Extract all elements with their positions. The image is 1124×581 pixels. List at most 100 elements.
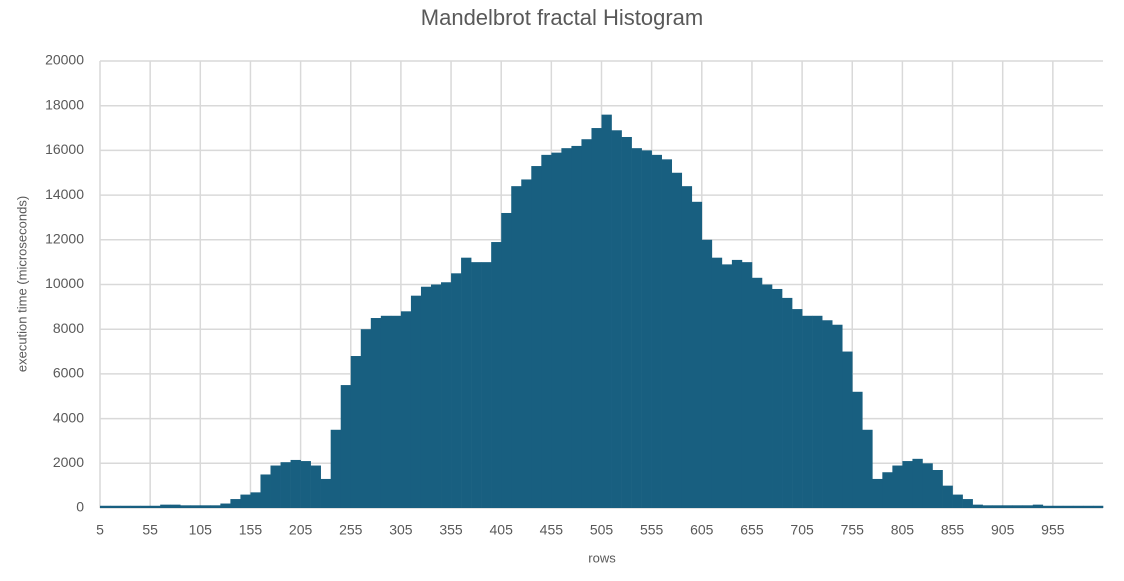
bar [250, 492, 261, 508]
bar [441, 282, 452, 508]
x-tick-label: 455 [540, 522, 564, 538]
bar [952, 494, 963, 508]
bar [601, 114, 612, 508]
bar [772, 288, 783, 508]
bar [551, 152, 562, 508]
bar [962, 499, 973, 508]
bar [521, 179, 532, 508]
bar [541, 154, 552, 508]
bar [731, 259, 743, 508]
x-tick-label: 5 [96, 522, 104, 538]
y-tick-label: 12000 [45, 231, 84, 247]
bar [822, 320, 833, 508]
bar [501, 212, 512, 509]
x-tick-label: 705 [790, 522, 814, 538]
y-axis-title: execution time (microseconds) [14, 196, 29, 372]
bar [290, 459, 301, 508]
bar [491, 242, 502, 508]
bar [170, 504, 181, 508]
bar [611, 130, 622, 508]
bar [832, 324, 843, 508]
x-tick-label: 155 [239, 522, 263, 538]
bar [751, 277, 763, 508]
bar [330, 429, 342, 508]
bar [912, 458, 923, 508]
bar [150, 505, 161, 508]
y-tick-label: 18000 [45, 96, 84, 112]
bar [110, 505, 121, 508]
bar [1062, 505, 1074, 508]
bar [190, 505, 201, 508]
bar [200, 505, 211, 508]
y-tick-label: 0 [76, 499, 84, 515]
bar [671, 172, 683, 508]
bar [410, 295, 422, 508]
bar [681, 186, 693, 508]
x-tick-label: 555 [640, 522, 664, 538]
x-tick-label: 755 [841, 522, 865, 538]
bar [691, 201, 703, 508]
y-tick-label: 4000 [53, 409, 84, 425]
bar [461, 257, 472, 508]
x-tick-label: 855 [941, 522, 965, 538]
x-tick-label: 605 [690, 522, 714, 538]
bar [1042, 505, 1054, 508]
bar [240, 494, 251, 508]
y-tick-label: 6000 [53, 365, 84, 381]
bar [160, 504, 171, 508]
bar [420, 286, 432, 508]
bar [761, 284, 773, 508]
bar [571, 145, 582, 508]
bar [782, 297, 793, 508]
bar [531, 166, 542, 509]
x-tick-label: 655 [740, 522, 764, 538]
x-axis-title: rows [588, 550, 616, 565]
bar [1092, 505, 1104, 508]
x-tick-label: 505 [590, 522, 614, 538]
bar [260, 474, 271, 508]
bar [812, 315, 823, 508]
bar [922, 463, 933, 508]
bar [721, 264, 733, 508]
bar [230, 499, 241, 508]
bar [802, 315, 813, 508]
chart-title: Mandelbrot fractal Histogram [421, 5, 703, 30]
bar [370, 318, 382, 508]
x-tick-label: 355 [439, 522, 463, 538]
bar [892, 465, 903, 508]
y-tick-label: 2000 [53, 454, 84, 470]
y-tick-label: 8000 [53, 320, 84, 336]
bar [100, 505, 111, 508]
bar [621, 136, 632, 509]
bar [210, 505, 221, 508]
bar [1032, 504, 1044, 508]
bar [390, 315, 402, 508]
x-tick-label: 55 [142, 522, 158, 538]
bar [631, 148, 642, 509]
bar [280, 462, 291, 508]
bar [862, 429, 873, 508]
x-tick-label: 105 [189, 522, 213, 538]
bar [400, 311, 412, 508]
bar [430, 284, 442, 508]
bar [1082, 505, 1094, 508]
x-tick-label: 805 [891, 522, 915, 538]
bar [1022, 505, 1034, 508]
bar [130, 505, 141, 508]
bar [842, 351, 853, 508]
bar [180, 505, 191, 508]
x-tick-label: 255 [339, 522, 363, 538]
x-tick-label: 955 [1041, 522, 1065, 538]
bar [320, 478, 331, 508]
bar [932, 470, 943, 508]
bar [350, 356, 362, 508]
x-tick-label: 205 [289, 522, 313, 538]
bar [380, 315, 392, 508]
bar [120, 505, 131, 508]
bar [1052, 505, 1064, 508]
bar [1072, 505, 1084, 508]
x-tick-label: 405 [490, 522, 514, 538]
bar [872, 478, 883, 508]
bar [942, 485, 953, 508]
